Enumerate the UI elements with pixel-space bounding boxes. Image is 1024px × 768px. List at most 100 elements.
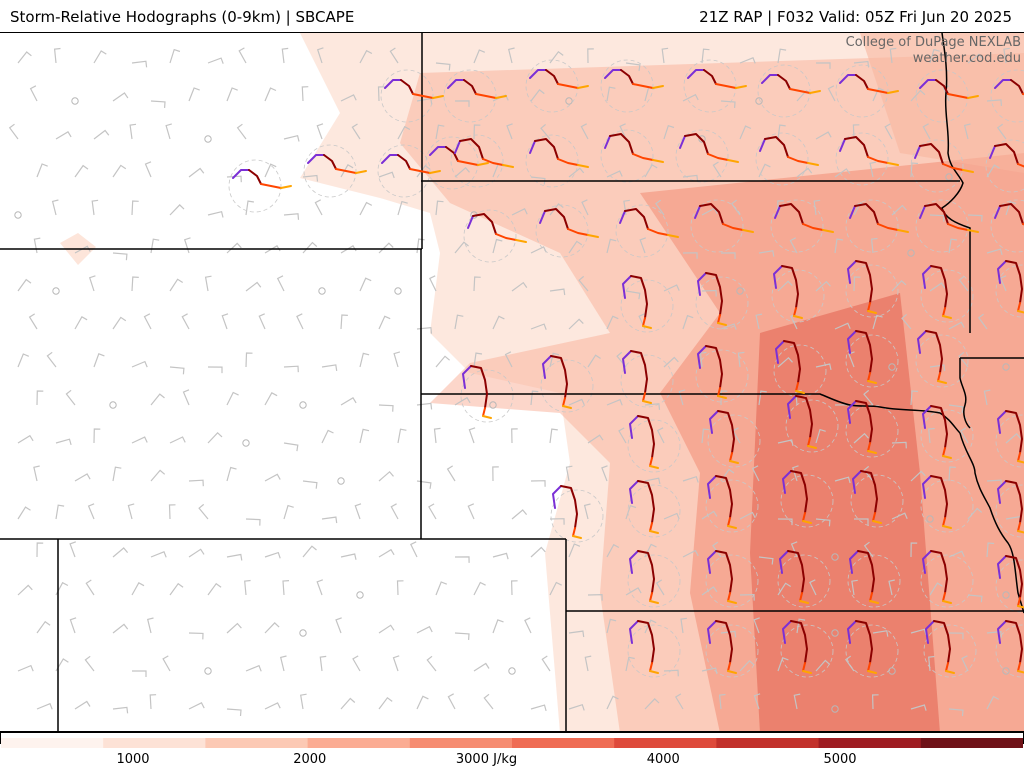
hodograph-segment [1017,670,1024,674]
wind-barb [682,252,698,259]
credit-line-1: College of DuPage NEXLAB [845,35,1021,50]
colorbar-tick-label: 1000 [116,752,150,767]
hodograph-segment [1017,310,1024,314]
wind-barb [55,504,65,520]
hodograph [761,74,821,94]
calm-wind-marker [204,135,212,143]
hodograph-segment [727,592,731,602]
wind-barb [84,655,95,672]
hodograph-segment [877,223,899,231]
hodograph-ring [910,139,964,193]
hodograph-segment [764,136,789,158]
wind-barb [606,238,617,254]
wind-barb [204,275,212,292]
wind-barb [359,428,370,444]
hodograph-segment [705,345,723,389]
hodograph-ring [780,474,834,528]
wind-barb [112,547,129,558]
hodograph-segment [697,272,707,296]
wind-barb [492,94,509,102]
hodograph-segment [495,95,507,99]
hodograph-ring [627,484,681,538]
calm-wind-marker [109,401,117,409]
wind-barb [986,99,1002,106]
wind-barb [655,199,665,216]
wind-barb [207,366,223,374]
wind-barb [815,280,831,292]
wind-barb [378,470,394,482]
wind-barb [948,466,956,482]
hodograph [994,79,1024,96]
wind-barb [549,428,558,444]
wind-barb [568,398,585,406]
calm-wind-marker [926,515,934,523]
hodograph-segment [649,592,653,602]
wind-barb [701,428,710,444]
wind-barb [397,200,408,216]
hodograph-ring [425,136,479,190]
wind-barb [169,436,186,444]
wind-barb [530,323,547,330]
wind-barb [279,655,287,672]
hodograph-segment [703,69,717,85]
hodograph-segment [280,185,292,189]
wind-barb [977,313,988,330]
hodograph [922,550,952,604]
wind-barb [17,278,32,292]
wind-barb [606,398,623,406]
hodograph-segment [867,88,889,94]
hodograph-ring [915,334,969,388]
hodograph-segment [649,600,659,604]
wind-barb [625,656,635,672]
hodograph-segment [729,452,733,462]
wind-barb [446,465,456,482]
wind-barb [351,123,361,140]
wind-barb [93,129,110,140]
hodograph-segment [872,512,876,522]
wind-barb [777,124,786,140]
hodograph-segment [717,395,727,399]
wind-barb [359,277,372,292]
hodograph-segment [942,525,952,529]
wind-barb [377,86,385,102]
hodograph-segment [802,662,806,672]
wind-barb [87,503,95,520]
hodograph-segment [997,555,1007,579]
wind-barb [619,123,627,140]
hodograph-segment [717,410,735,454]
wind-barb [428,275,437,292]
wind-barb [739,57,756,64]
wind-barb [891,204,907,216]
wind-barb [169,366,185,375]
wind-barb [606,170,623,178]
hodograph-ring [845,404,899,458]
hodograph-segment [707,475,717,499]
wind-barb [316,579,324,596]
hodograph-ring [627,419,681,473]
hodograph-segment [1017,597,1021,607]
hodograph-segment [897,229,909,233]
wind-barb [492,619,504,634]
wind-barb [606,618,617,634]
colorbar-tick-label: 5000 [823,752,857,767]
wind-barb [276,275,285,292]
hodograph-segment [742,229,754,233]
wind-barb [851,579,858,596]
wind-barb [606,315,619,330]
wind-barb [739,659,755,672]
wind-barb [397,428,407,444]
hodograph-segment [781,265,799,309]
map-canvas [0,33,1024,731]
wind-barb [853,276,861,292]
hodograph-ring [920,409,974,463]
hodograph-segment [849,550,859,574]
hodograph-segment [997,480,1007,504]
map-panel[interactable]: College of DuPage NEXLAB weather.cod.edu [0,32,1024,732]
wind-barb [264,551,281,559]
wind-barb [226,242,242,254]
wind-barb [473,352,483,368]
hodograph-segment [355,170,367,174]
wind-barb [492,315,505,330]
wind-barb [587,593,603,601]
wind-barb [720,390,728,406]
